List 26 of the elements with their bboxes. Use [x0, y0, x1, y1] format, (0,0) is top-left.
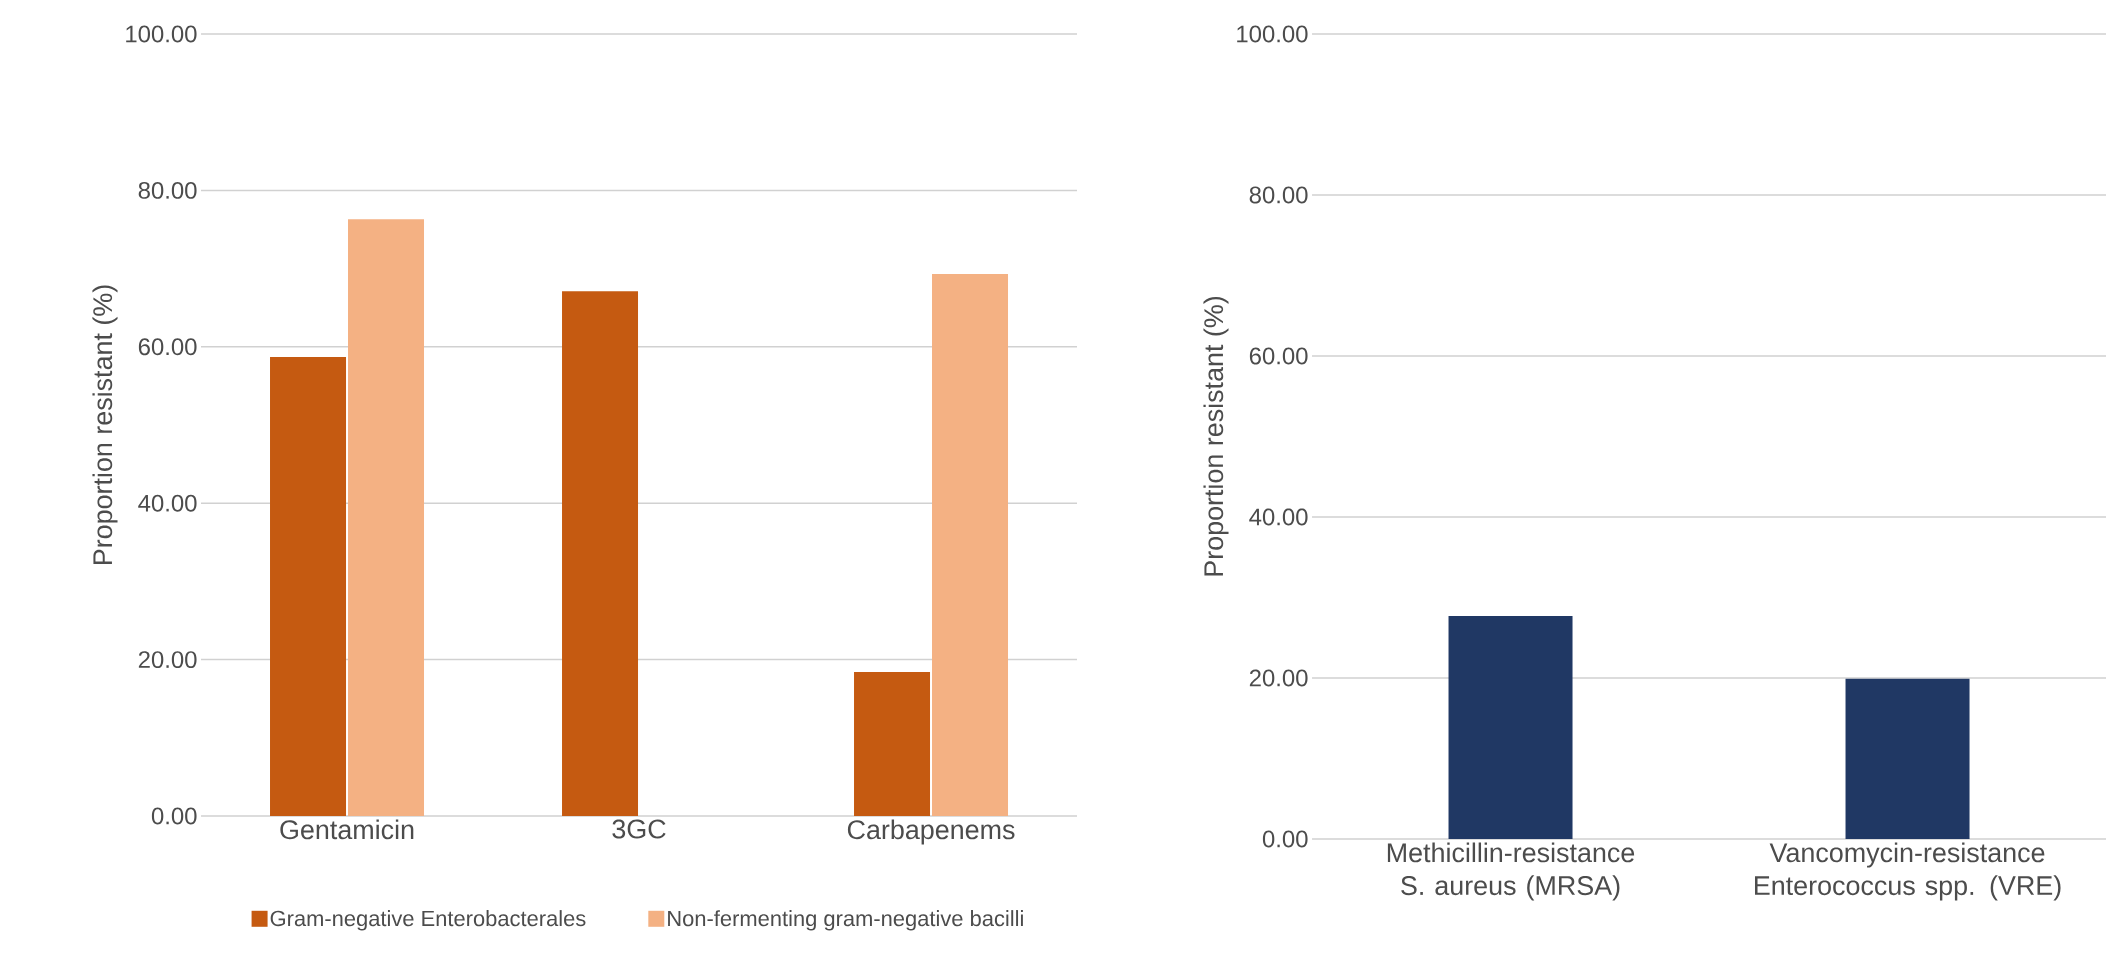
y-tick-label: 40.00: [1249, 508, 1308, 526]
y-tick-label: 20.00: [1249, 669, 1308, 687]
y-axis-title: Proportion resistant (%): [92, 285, 118, 565]
bar: [932, 274, 1009, 816]
y-tick-label: 0.00: [1262, 830, 1308, 848]
y-tick-label: 60.00: [138, 338, 197, 356]
x-tick-label: 3GC: [612, 819, 666, 839]
legend-label: Gram-negative Enterobacterales: [270, 910, 586, 931]
bar: [562, 291, 639, 816]
y-tick-label: 40.00: [138, 494, 197, 512]
x-tick-label: Carbapenems: [847, 819, 1015, 845]
y-tick-label: 60.00: [1249, 347, 1308, 365]
x-tick-label: Gentamicin: [280, 819, 414, 840]
x-tick-label: Vancomycin-resistance Enterococcus spp. (VRE): [1755, 842, 2061, 901]
legend-label: Non-fermenting gram-negative bacilli: [668, 910, 1023, 931]
y-tick-label: 80.00: [138, 181, 197, 199]
bar: [348, 219, 425, 816]
y-tick-label: 100.00: [126, 25, 197, 43]
y-tick-label: 20.00: [138, 651, 197, 669]
x-tick-label: Methicillin-resistance S. aureus (MRSA): [1387, 842, 1635, 901]
y-axis-title: Proportion resistant (%): [1203, 296, 1229, 576]
bar: [270, 356, 347, 816]
y-tick-label: 0.00: [151, 807, 197, 825]
y-tick-label: 100.00: [1237, 25, 1308, 43]
bar: [854, 672, 931, 816]
y-tick-label: 80.00: [1249, 186, 1308, 204]
